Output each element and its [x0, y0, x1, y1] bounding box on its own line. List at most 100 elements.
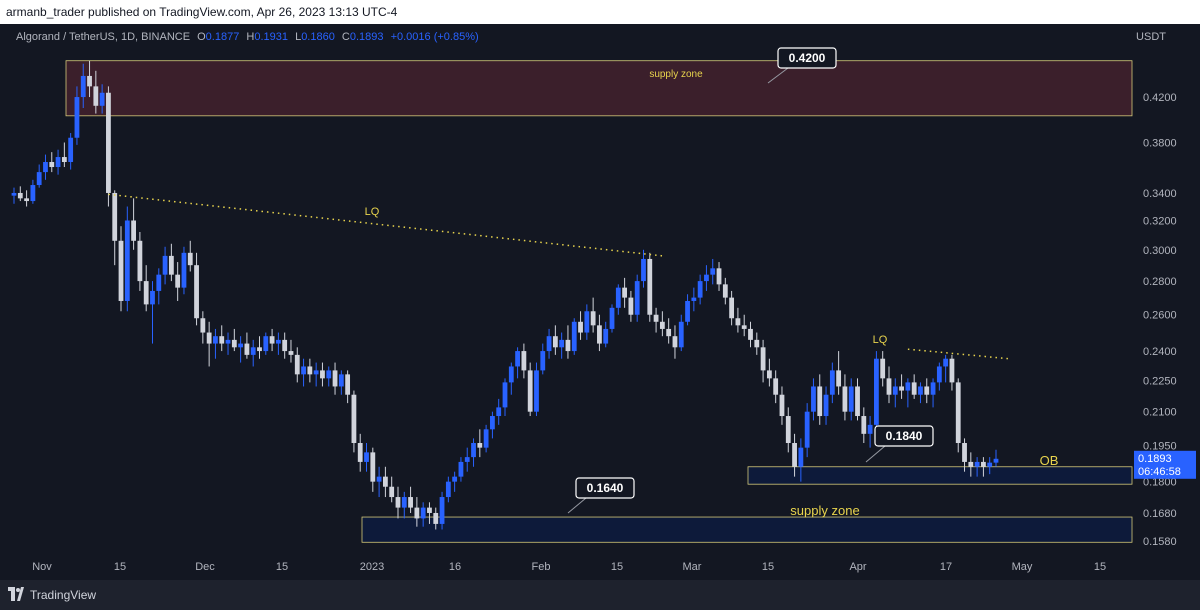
candle-body: [43, 162, 48, 173]
y-tick-label: 0.3800: [1143, 137, 1177, 149]
low-label: L: [295, 31, 302, 43]
candle-body: [603, 328, 609, 344]
candle-body: [87, 75, 92, 87]
candle-body: [364, 452, 369, 462]
candle-body: [427, 507, 432, 513]
published-header: armanb_trader published on TradingView.c…: [0, 0, 1200, 24]
candle-body: [150, 290, 155, 305]
callout-pointer: [767, 67, 789, 84]
zone-label: supply zone: [649, 69, 703, 80]
close-value: 0.1893: [349, 31, 384, 43]
candle-body: [515, 351, 520, 367]
x-tick-label: Dec: [195, 561, 215, 573]
candle-body: [584, 311, 590, 333]
footer-bar: TradingView: [0, 580, 1200, 610]
candle-body: [924, 386, 930, 395]
callout-box: [874, 425, 934, 447]
candlestick-chart[interactable]: LQ LQ supply zone OB supply zone 0.4200 0.1840…: [0, 24, 1200, 580]
candle-body: [565, 339, 571, 352]
candle-body: [798, 447, 804, 467]
y-tick-label: 0.3000: [1143, 245, 1177, 257]
candle-body: [433, 512, 439, 524]
candle-body: [99, 92, 105, 106]
candle-body: [55, 157, 61, 168]
x-tick-label: Mar: [683, 561, 702, 573]
lq-line: [108, 193, 663, 257]
countdown-label: 06:46:58: [1138, 466, 1181, 478]
candle-body: [357, 443, 363, 462]
candle-body: [792, 443, 797, 467]
open-label: O: [197, 31, 206, 43]
footer-brand: TradingView: [30, 588, 97, 602]
lq-label: LQ: [365, 206, 380, 218]
candle-body: [238, 343, 244, 348]
candle-body: [445, 481, 451, 498]
y-tick-label: 0.1580: [1143, 536, 1177, 548]
high-label: H: [246, 31, 255, 43]
callout-box: [777, 47, 837, 69]
candle-body: [269, 336, 275, 344]
callout-pointer: [567, 497, 587, 514]
candle-body: [647, 258, 653, 315]
close-label: C: [341, 31, 350, 43]
callout-label: 0.4200: [789, 51, 826, 65]
x-tick-label: Feb: [532, 561, 551, 573]
candle-body: [766, 370, 772, 379]
zone-demand-rect: [747, 466, 1133, 485]
candle-body: [823, 394, 829, 417]
candle-body: [156, 274, 162, 291]
candle-body: [420, 507, 426, 519]
candle-body: [578, 321, 583, 333]
candle-body: [213, 336, 218, 344]
candle-body: [704, 274, 709, 282]
candle-body: [395, 497, 401, 508]
candle-body: [483, 429, 489, 448]
callout-label: 0.1640: [587, 481, 624, 495]
candle-body: [597, 325, 602, 344]
candle-body: [338, 374, 344, 387]
candle-body: [231, 339, 237, 348]
y-tick-label: 0.2250: [1143, 375, 1177, 387]
candle-body: [187, 252, 193, 266]
x-tick-label: 15: [762, 561, 774, 573]
candle-body: [741, 325, 747, 329]
candle-body: [559, 339, 565, 348]
candle-body: [540, 351, 546, 371]
candle-body: [804, 411, 810, 448]
price-axis-panel: [1136, 24, 1200, 580]
candle-body: [112, 192, 118, 241]
candle-body: [534, 370, 539, 412]
candle-body: [817, 386, 823, 417]
candle-body: [313, 370, 319, 375]
candle-body: [855, 386, 860, 417]
candle-body: [143, 281, 149, 305]
candle-body: [779, 394, 785, 417]
zone-demand-rect: [361, 516, 1133, 543]
current-price-label: 0.1893: [1138, 453, 1172, 465]
candle-body: [659, 321, 665, 329]
candle-body: [382, 476, 388, 487]
candle-body: [93, 86, 99, 106]
high-value: 0.1931: [254, 31, 288, 43]
callout-pointer: [865, 445, 886, 463]
candle-body: [74, 97, 80, 138]
candle-body: [452, 476, 458, 482]
candle-body: [641, 258, 646, 282]
candle-body: [376, 476, 382, 482]
candle-body: [930, 382, 936, 395]
candle-body: [194, 265, 199, 319]
candle-body: [206, 332, 212, 344]
symbol-name: Algorand / TetherUS, 1D, BINANCE: [16, 31, 191, 43]
candle-body: [848, 386, 854, 412]
candle-body: [981, 461, 986, 467]
candle-body: [760, 347, 766, 371]
candle-body: [672, 336, 678, 348]
candle-body: [30, 185, 36, 202]
lq-label: LQ: [873, 334, 888, 346]
candle-body: [918, 386, 923, 395]
candle-body: [521, 351, 527, 371]
candle-body: [955, 382, 961, 444]
candle-body: [754, 339, 760, 348]
candle-body: [836, 370, 842, 387]
zone-label: OB: [1040, 453, 1059, 468]
